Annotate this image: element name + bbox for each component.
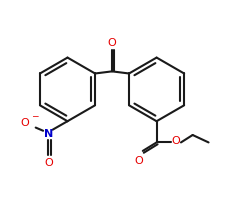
Text: −: − [31,111,38,120]
Text: O: O [44,158,53,168]
Text: O: O [134,156,143,166]
Text: N: N [44,129,53,139]
Text: O: O [171,136,180,146]
Text: O: O [21,118,30,128]
Text: O: O [108,38,116,48]
